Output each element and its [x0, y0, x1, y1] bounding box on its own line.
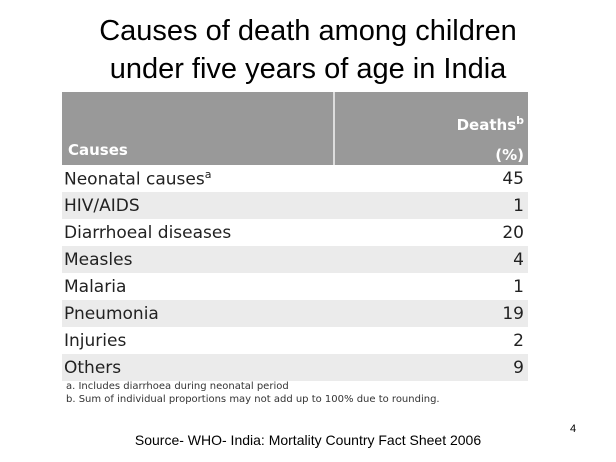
cause-cell: Neonatal causesa	[64, 168, 211, 190]
cause-text: Malaria	[64, 276, 127, 297]
footnote-a: a. Includes diarrhoea during neonatal pe…	[66, 381, 289, 392]
cause-text: HIV/AIDS	[64, 195, 140, 216]
cause-text: Neonatal causes	[64, 169, 205, 190]
header-unit: (%)	[495, 146, 524, 164]
header-divider	[333, 92, 335, 165]
deaths-percent-cell: 20	[502, 222, 524, 243]
cause-cell: Injuries	[64, 331, 126, 351]
table-row: HIV/AIDS 1	[62, 192, 528, 219]
causes-table: Causes Deathsb (%) Neonatal causesa 45 HIV…	[62, 92, 528, 381]
cause-cell: Measles	[64, 250, 132, 270]
header-causes: Causes	[68, 141, 128, 159]
table-row: Pneumonia 19	[62, 300, 528, 327]
page-number: 4	[570, 423, 577, 435]
table-row: Others 9	[62, 354, 528, 381]
title-line-1: Causes of death among children	[99, 15, 517, 47]
footnote-marker-b: b	[516, 114, 524, 127]
title-line-2: under five years of age in India	[109, 53, 507, 85]
cause-cell: Malaria	[64, 277, 126, 297]
table-row: Neonatal causesa 45	[62, 165, 528, 192]
footnote-marker-a: a	[204, 167, 212, 181]
cause-cell: Diarrhoeal diseases	[64, 223, 231, 243]
table-row: Injuries 2	[62, 327, 528, 354]
cause-text: Injuries	[64, 330, 127, 351]
deaths-percent-cell: 4	[513, 249, 524, 270]
cause-cell: Others	[64, 358, 121, 378]
header-deaths-label: Deaths	[456, 116, 517, 134]
deaths-percent-cell: 1	[513, 276, 524, 297]
header-deaths: Deathsb (%)	[457, 106, 524, 170]
cause-cell: HIV/AIDS	[64, 196, 140, 216]
cause-cell: Pneumonia	[64, 304, 159, 324]
footnote-b: b. Sum of individual proportions may not…	[66, 394, 440, 405]
deaths-percent-cell: 2	[513, 330, 524, 351]
source-citation: Source- WHO- India: Mortality Country Fa…	[134, 432, 482, 448]
cause-text: Diarrhoeal diseases	[64, 222, 232, 243]
table-header: Causes Deathsb (%)	[62, 92, 528, 165]
table-row: Diarrhoeal diseases 20	[62, 219, 528, 246]
slide-title: Causes of death among children under fiv…	[0, 12, 616, 88]
cause-text: Pneumonia	[64, 303, 159, 324]
deaths-percent-cell: 19	[502, 303, 524, 324]
deaths-percent-cell: 45	[502, 168, 524, 189]
deaths-percent-cell: 9	[513, 357, 524, 378]
table-row: Measles 4	[62, 246, 528, 273]
table-row: Malaria 1	[62, 273, 528, 300]
footnotes: a. Includes diarrhoea during neonatal pe…	[66, 380, 460, 406]
cause-text: Others	[64, 357, 122, 378]
deaths-percent-cell: 1	[513, 195, 524, 216]
cause-text: Measles	[64, 249, 133, 270]
table-body: Neonatal causesa 45 HIV/AIDS 1 Diarrhoeal di…	[62, 165, 528, 381]
